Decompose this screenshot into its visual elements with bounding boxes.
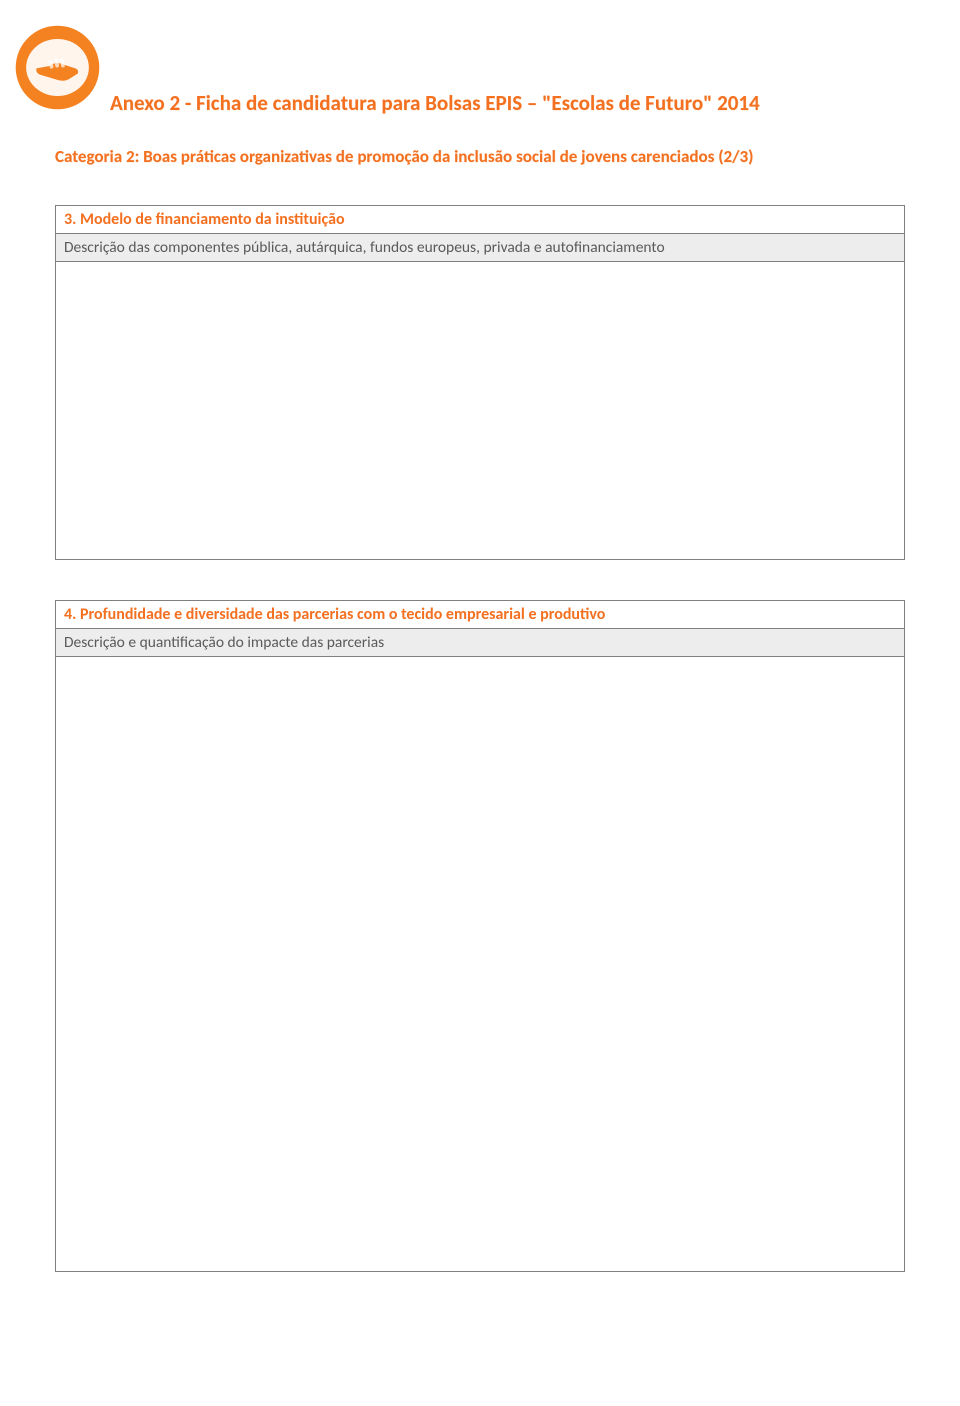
- section-4-body[interactable]: [56, 657, 905, 1272]
- section-4-description: Descrição e quantificação do impacte das…: [56, 629, 905, 657]
- document-title: Anexo 2 - Ficha de candidatura para Bols…: [110, 90, 905, 116]
- handshake-logo-icon: [10, 20, 105, 115]
- section-3-body[interactable]: [56, 262, 905, 560]
- page-container: Anexo 2 - Ficha de candidatura para Bols…: [0, 0, 960, 1352]
- section-3-description: Descrição das componentes pública, autár…: [56, 234, 905, 262]
- section-4-header: 4. Profundidade e diversidade das parcer…: [56, 601, 905, 629]
- section-3-table: 3. Modelo de financiamento da instituiçã…: [55, 205, 905, 560]
- section-4-table: 4. Profundidade e diversidade das parcer…: [55, 600, 905, 1272]
- category-subtitle: Categoria 2: Boas práticas organizativas…: [55, 146, 905, 167]
- section-3-header: 3. Modelo de financiamento da instituiçã…: [56, 206, 905, 234]
